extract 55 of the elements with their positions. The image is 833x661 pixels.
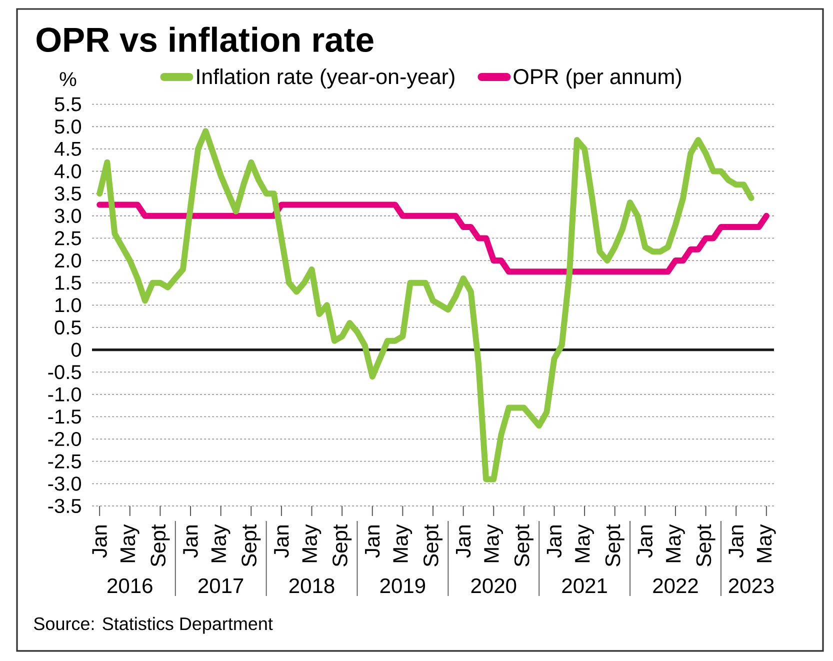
y-tick-label: 1.0 bbox=[56, 298, 82, 312]
y-tick-label: 0 bbox=[71, 342, 82, 357]
text: 2022 bbox=[653, 578, 698, 594]
text: 2018 bbox=[289, 578, 334, 594]
y-tick-label: -2.5 bbox=[48, 454, 81, 468]
x-tick-label: May bbox=[666, 524, 685, 562]
legend-label: Inflation rate (year-on-year) bbox=[197, 68, 454, 88]
x-tick-label: Sept bbox=[242, 524, 261, 566]
y-tick-label: -1.0 bbox=[48, 387, 82, 402]
x-tick-label: May bbox=[393, 524, 412, 562]
x-tick-label: Jan bbox=[546, 526, 562, 558]
x-tick-label: Jan bbox=[92, 526, 107, 558]
x-tick-label: May bbox=[211, 524, 230, 562]
text: 2023 bbox=[728, 578, 774, 594]
source-note: Source: Statistics Department bbox=[34, 616, 273, 634]
y-tick-label: -3.5 bbox=[48, 498, 81, 514]
x-tick-label: May bbox=[484, 524, 504, 562]
x-tick-label: Jan bbox=[728, 526, 744, 558]
legend-label: OPR (per annum) bbox=[514, 68, 681, 88]
x-tick-label: May bbox=[757, 524, 776, 562]
x-tick-label: Sept bbox=[696, 524, 716, 566]
x-tick-label: Sept bbox=[332, 524, 352, 566]
y-tick-label: -0.5 bbox=[48, 365, 81, 380]
text: 2017 bbox=[198, 578, 244, 594]
y-tick-label: -3.0 bbox=[48, 476, 82, 491]
x-tick-label: May bbox=[120, 524, 140, 562]
x-tick-label: Sept bbox=[514, 524, 534, 566]
y-tick-label: 4.0 bbox=[54, 164, 82, 178]
chart-title: OPR vs inflation rate bbox=[36, 26, 374, 52]
y-tick-label: 3.0 bbox=[54, 208, 82, 223]
text: 2020 bbox=[471, 578, 516, 594]
text: 2016 bbox=[108, 578, 152, 594]
x-tick-label: Jan bbox=[456, 526, 471, 558]
y-tick-label: 5.5 bbox=[54, 97, 81, 112]
y-tick-label: 2.5 bbox=[55, 231, 81, 246]
x-tick-label: Sept bbox=[605, 524, 624, 566]
y-axis-title: % bbox=[60, 72, 76, 86]
x-tick-label: Jan bbox=[365, 526, 380, 558]
y-tick-label: -2.0 bbox=[48, 432, 82, 446]
y-tick-label: 1.5 bbox=[56, 276, 81, 290]
y-tick-label: 3.5 bbox=[54, 186, 81, 201]
x-tick-label: Jan bbox=[274, 526, 289, 558]
text: 2021 bbox=[562, 578, 607, 594]
y-tick-label: 0.5 bbox=[54, 320, 81, 335]
text: 2019 bbox=[380, 578, 426, 594]
x-tick-label: Sept bbox=[150, 524, 170, 566]
y-tick-label: 4.5 bbox=[54, 142, 81, 156]
y-tick-label: 2.0 bbox=[55, 253, 82, 268]
y-tick-label: 5.0 bbox=[54, 120, 82, 134]
x-tick-label: Jan bbox=[638, 526, 652, 558]
x-tick-label: May bbox=[302, 524, 322, 562]
x-tick-label: Jan bbox=[183, 526, 198, 558]
x-tick-label: Sept bbox=[423, 524, 443, 566]
x-tick-label: May bbox=[575, 524, 594, 562]
y-tick-label: -1.5 bbox=[48, 410, 81, 424]
